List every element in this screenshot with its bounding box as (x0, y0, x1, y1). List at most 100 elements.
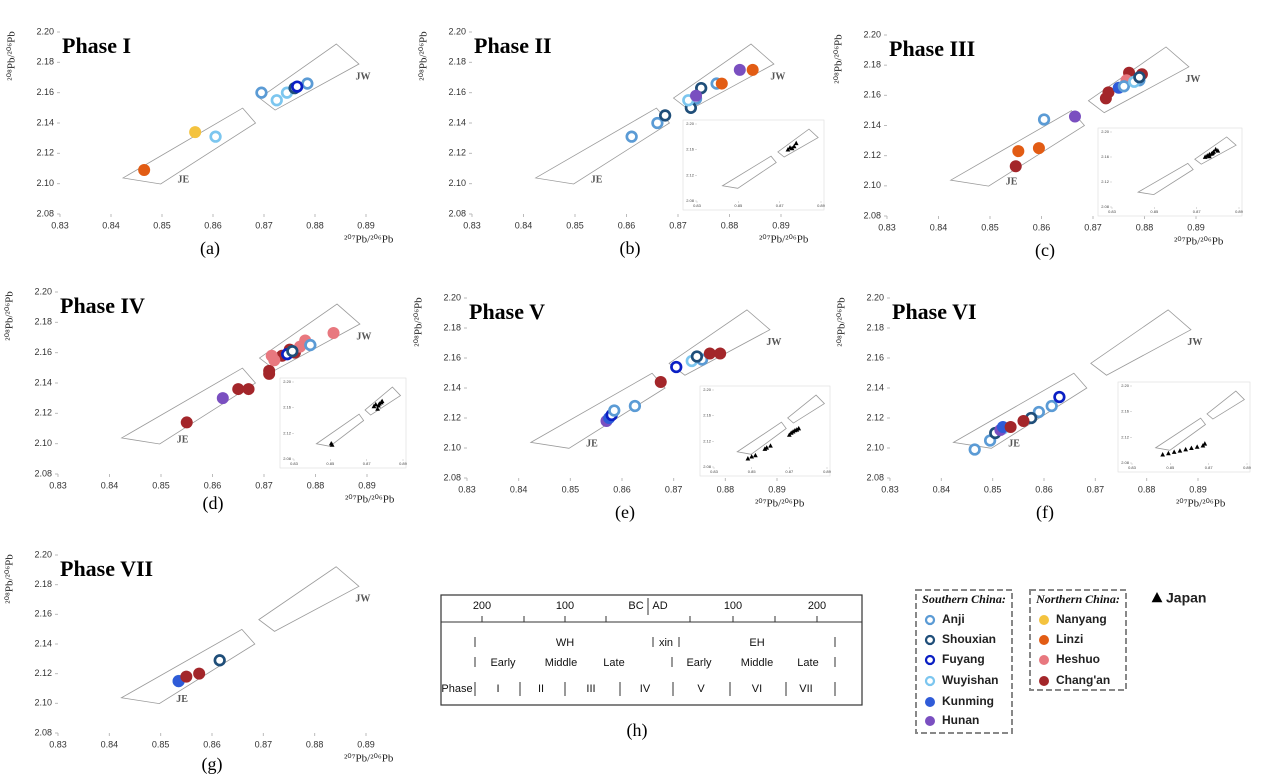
marker (628, 399, 642, 413)
x-tick-label: 0.87 (665, 484, 683, 494)
marker (768, 443, 773, 448)
y-axis-label: ²⁰⁸Pb/²⁰⁶Pb (836, 297, 848, 347)
inset-y-tick-label: 2.12 (703, 438, 712, 443)
marker (1117, 80, 1131, 93)
marker (379, 398, 385, 404)
marker (690, 89, 703, 102)
inset-y-tick-label: 2.20 (1121, 383, 1130, 388)
y-tick-label: 2.16 (34, 347, 52, 357)
x-tick-label: 0.88 (306, 739, 324, 749)
inset-y-tick-label: 2.16 (703, 413, 712, 418)
inset-x-tick-label: 0.85 (748, 469, 757, 474)
inset-x-tick-label: 0.83 (710, 469, 719, 474)
x-tick-label: 0.86 (204, 480, 222, 490)
marker (1009, 160, 1022, 173)
je-field (120, 367, 257, 445)
marker (209, 130, 222, 143)
marker (791, 143, 797, 149)
je-label: JE (591, 174, 603, 185)
y-tick-label: 2.20 (34, 549, 52, 559)
y-tick-label: 2.16 (36, 87, 54, 97)
marker (329, 442, 335, 447)
inset-x-tick-label: 0.87 (1193, 209, 1202, 214)
inset-x-tick-label: 0.87 (1205, 465, 1214, 470)
je-label: JE (1006, 176, 1018, 187)
panel-caption: (b) (620, 238, 641, 259)
x-axis-label: ²⁰⁷Pb/²⁰⁶Pb (755, 498, 805, 510)
y-tick-label: 2.20 (443, 292, 461, 302)
x-axis-label: ²⁰⁷Pb/²⁰⁶Pb (344, 234, 394, 246)
scale-label: 100 (556, 600, 574, 612)
phase-number: III (586, 683, 595, 695)
x-tick-label: 0.87 (255, 739, 273, 749)
phase-number: IV (640, 683, 651, 695)
inset-x-tick-label: 0.83 (290, 461, 299, 466)
je-field (1154, 417, 1207, 451)
phase-label: Phase (441, 683, 472, 695)
inset-x-tick-label: 0.89 (1235, 209, 1244, 214)
subperiod-label: Late (797, 657, 818, 669)
marker (1032, 405, 1046, 419)
marker (625, 130, 638, 143)
inset-x-tick-label: 0.83 (1108, 209, 1117, 214)
jw-field (1090, 309, 1192, 376)
marker (714, 347, 727, 360)
y-tick-label: 2.18 (448, 57, 466, 67)
y-tick-label: 2.10 (34, 438, 52, 448)
phase-number: I (496, 683, 499, 695)
jw-field (364, 386, 402, 416)
subperiod-label: Early (686, 657, 712, 669)
legend-label: Wuyishan (942, 673, 998, 687)
jw-field (258, 566, 360, 632)
y-tick-label: 2.18 (36, 57, 54, 67)
marker (651, 116, 664, 130)
marker (286, 345, 299, 358)
phase-number: VI (752, 683, 762, 695)
marker (788, 430, 794, 435)
legend-marker (924, 614, 936, 626)
x-tick-label: 0.87 (1084, 222, 1102, 232)
jw-field (258, 43, 360, 111)
legend-label: Hunan (942, 713, 979, 727)
jw-field (777, 128, 819, 158)
scale-label: 200 (473, 600, 491, 612)
je-label: JE (176, 694, 188, 705)
marker (1210, 150, 1215, 156)
inset: 0.83 0.85 0.87 0.89 2.08 2.12 2.16 2.20 (279, 377, 408, 469)
inset-x-tick-label: 0.89 (1243, 465, 1252, 470)
timeline-frame (440, 594, 863, 706)
jw-label: JW (356, 331, 371, 342)
je-field (120, 628, 256, 705)
period-label: WH (556, 637, 574, 649)
x-tick-label: 0.88 (307, 480, 325, 490)
marker (213, 654, 226, 667)
je-label: JE (1008, 439, 1020, 450)
je-field (315, 413, 365, 447)
inset-y-tick-label: 2.12 (1101, 179, 1110, 184)
marker (301, 77, 314, 90)
legend-marker (924, 675, 936, 687)
y-tick-label: 2.12 (443, 412, 461, 422)
x-tick-label: 0.83 (463, 220, 481, 230)
inset-y-tick-label: 2.12 (1121, 434, 1130, 439)
phase-number: V (697, 683, 705, 695)
jw-label: JW (766, 337, 781, 348)
marker (746, 63, 759, 76)
phase-number: II (538, 683, 544, 695)
marker (762, 446, 768, 451)
marker (1194, 444, 1200, 449)
y-tick-label: 2.16 (863, 90, 881, 100)
y-tick-label: 2.18 (34, 317, 52, 327)
y-axis-label: ²⁰⁸Pb/²⁰⁶Pb (6, 31, 18, 81)
scale-label: 100 (724, 600, 742, 612)
marker (180, 416, 193, 429)
panel: 0.83 0.84 0.85 0.86 0.87 0.88 0.89 2.08 2.10 2.12… (4, 549, 394, 775)
period-label: EH (749, 637, 764, 649)
y-tick-label: 2.20 (866, 292, 884, 302)
x-tick-label: 0.85 (152, 480, 170, 490)
scale-label: AD (652, 600, 667, 612)
inset-x-tick-label: 0.85 (326, 461, 335, 466)
inset-x-tick-label: 0.89 (823, 469, 832, 474)
panel-title: Phase II (474, 33, 552, 58)
